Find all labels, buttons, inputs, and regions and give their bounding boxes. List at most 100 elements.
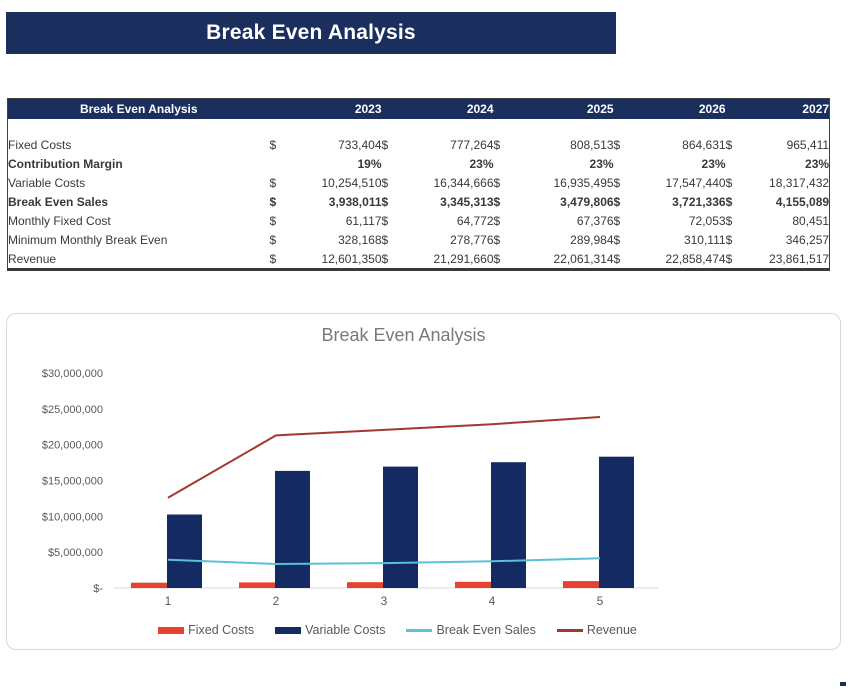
- dollar-sign: $: [381, 251, 389, 266]
- cell-value: 3,345,313: [440, 194, 494, 209]
- dollar-sign: $: [493, 175, 501, 190]
- row-label: Break Even Sales: [8, 194, 109, 209]
- cell-value: 3,938,011: [328, 194, 382, 209]
- cell-value: 19%: [357, 156, 382, 171]
- fixed-costs-bar: [239, 582, 275, 588]
- cell-value: 310,111: [683, 232, 726, 247]
- fixed-costs-bar: [131, 582, 167, 588]
- corner-artifact: [840, 682, 846, 686]
- dollar-sign: [270, 154, 290, 173]
- cell-value: 808,513: [570, 137, 614, 152]
- table-row: Fixed Costs $733,404 $777,264 $808,513 $864,…: [8, 135, 830, 154]
- dollar-sign: $: [613, 251, 621, 266]
- dollar-sign: [726, 154, 744, 173]
- break-even-sales-line: [167, 557, 601, 566]
- table-row: Minimum Monthly Break Even $328,168 $278,7…: [8, 230, 830, 249]
- dollar-sign: [614, 154, 634, 173]
- variable-costs-bar: [383, 466, 418, 588]
- variable-costs-bar: [491, 462, 526, 588]
- dollar-sign: $: [269, 232, 277, 247]
- dollar-sign: $: [269, 213, 277, 228]
- y-axis-label: $15,000,000: [42, 476, 103, 488]
- cell-value: 64,772: [456, 213, 494, 228]
- dollar-sign: $: [381, 137, 389, 152]
- cell-value: 23,861,517: [769, 251, 830, 266]
- row-label: Monthly Fixed Cost: [8, 213, 111, 228]
- dollar-sign: [494, 154, 516, 173]
- chart-legend: Fixed Costs Variable Costs Break Even Sale…: [7, 623, 840, 637]
- x-axis-label: 4: [489, 594, 496, 608]
- cell-value: 346,257: [785, 232, 830, 247]
- variable-costs-bar: [167, 514, 202, 588]
- dollar-sign: $: [613, 194, 621, 209]
- table-header-year-2025: 2025: [493, 98, 614, 119]
- variable-costs-bar: [599, 456, 634, 588]
- chart-title: Break Even Analysis: [321, 325, 486, 345]
- dollar-sign: $: [381, 213, 389, 228]
- variable-costs-bar: [275, 470, 310, 588]
- cell-value: 3,721,336: [672, 194, 726, 209]
- table-row: Break Even Sales $3,938,011 $3,345,313 $3,4…: [8, 192, 830, 211]
- cell-value: 12,601,350: [321, 251, 382, 266]
- revenue-line: [167, 416, 601, 499]
- cell-value: 80,451: [792, 213, 830, 228]
- cell-value: 18,317,432: [769, 175, 830, 190]
- legend-label: Break Even Sales: [436, 623, 536, 637]
- table-row: Contribution Margin 19% 23% 23% 23% 23%: [8, 154, 830, 173]
- cell-value: 965,411: [786, 137, 830, 152]
- legend-item-fixed-costs: Fixed Costs: [158, 623, 254, 637]
- row-label: Revenue: [8, 251, 57, 266]
- row-label: Variable Costs: [8, 175, 86, 190]
- y-axis-label: $20,000,000: [42, 440, 103, 452]
- cell-value: 289,984: [570, 232, 614, 247]
- dollar-sign: $: [613, 175, 621, 190]
- x-axis-label: 3: [381, 594, 388, 608]
- dollar-sign: $: [613, 213, 621, 228]
- dollar-sign: $: [269, 137, 277, 152]
- cell-value: 17,547,440: [665, 175, 726, 190]
- cell-value: 23%: [805, 156, 830, 171]
- cell-value: 23%: [589, 156, 614, 171]
- dollar-sign: $: [269, 175, 277, 190]
- y-axis-label: $-: [93, 583, 103, 595]
- dollar-sign: $: [493, 232, 501, 247]
- legend-label: Variable Costs: [305, 623, 386, 637]
- break-even-chart: $- $5,000,000 $10,000,000 $15,000,000 $20,00…: [42, 368, 659, 608]
- dollar-sign: $: [725, 251, 733, 266]
- dollar-sign: $: [613, 137, 621, 152]
- table-body: Fixed Costs $733,404 $777,264 $808,513 $864,…: [8, 119, 830, 270]
- cell-value: 72,053: [688, 213, 726, 228]
- cell-value: 67,376: [576, 213, 614, 228]
- dollar-sign: $: [725, 213, 733, 228]
- cell-value: 16,935,495: [553, 175, 614, 190]
- dollar-sign: $: [493, 194, 501, 209]
- cell-value: 733,404: [338, 137, 382, 152]
- y-axis-label: $30,000,000: [42, 368, 103, 380]
- cell-value: 23%: [701, 156, 726, 171]
- cell-value: 10,254,510: [321, 175, 382, 190]
- dollar-sign: $: [269, 194, 277, 209]
- legend-label: Fixed Costs: [188, 623, 255, 637]
- legend-swatch-break-even-sales: [406, 628, 433, 632]
- fixed-costs-bar: [347, 582, 383, 588]
- dollar-sign: $: [725, 175, 733, 190]
- table-row: Variable Costs $10,254,510 $16,344,666 $16,…: [8, 173, 830, 192]
- cell-value: 23%: [469, 156, 494, 171]
- dollar-sign: $: [725, 194, 733, 209]
- dollar-sign: [382, 154, 402, 173]
- fixed-costs-bar: [563, 581, 599, 588]
- legend-swatch-fixed-costs: [158, 626, 185, 634]
- table-header-year-2023: 2023: [269, 98, 382, 119]
- break-even-table: Break Even Analysis 2023 2024 2025 2026 …: [7, 98, 831, 271]
- row-label: Fixed Costs: [8, 137, 72, 152]
- legend-swatch-variable-costs: [275, 626, 302, 634]
- fixed-costs-bar: [455, 581, 491, 588]
- table-header-row: Break Even Analysis 2023 2024 2025 2026 …: [7, 98, 830, 119]
- page-title: Break Even Analysis: [206, 21, 416, 44]
- row-label: Minimum Monthly Break Even: [8, 232, 168, 247]
- dollar-sign: $: [493, 213, 501, 228]
- dollar-sign: $: [381, 194, 389, 209]
- table-row: Monthly Fixed Cost $61,117 $64,772 $67,376 $…: [8, 211, 830, 230]
- cell-value: 16,344,666: [433, 175, 494, 190]
- dollar-sign: $: [381, 232, 389, 247]
